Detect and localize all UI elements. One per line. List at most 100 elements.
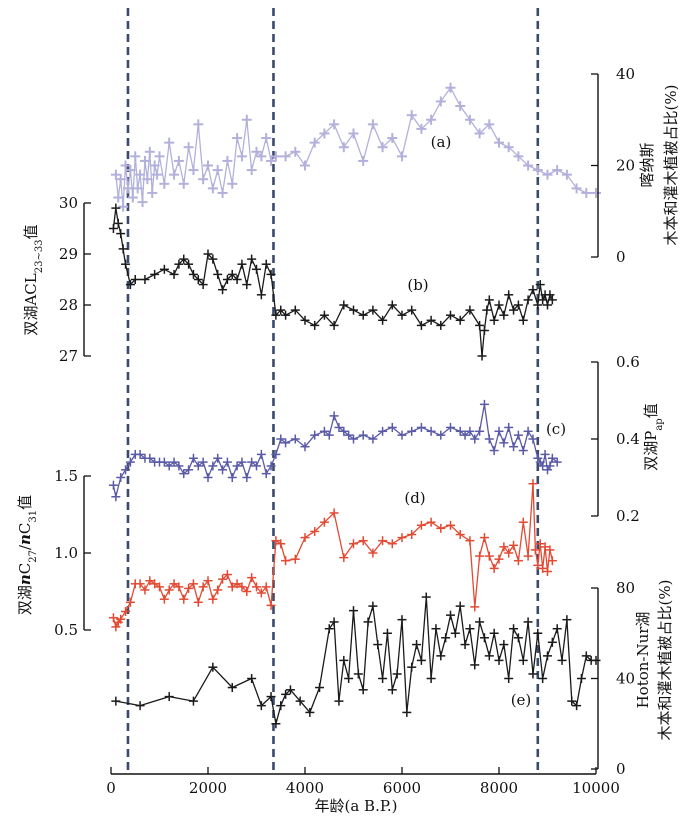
data-point (535, 539, 545, 549)
data-point (256, 588, 266, 598)
data-point (184, 583, 194, 593)
data-point (108, 613, 118, 623)
data-point (246, 165, 257, 176)
data-point (111, 622, 121, 632)
data-point (475, 320, 485, 330)
data-point (218, 285, 228, 295)
data-point (349, 305, 358, 315)
data-point (465, 426, 475, 436)
data-point (115, 174, 126, 185)
data-point (465, 536, 475, 546)
data-point (266, 692, 276, 702)
y-tick-label-b: 29 (59, 245, 78, 263)
data-point (174, 582, 184, 592)
data-point (139, 155, 150, 166)
data-point (150, 269, 160, 279)
data-point (285, 685, 295, 695)
data-point (252, 264, 261, 274)
data-point (290, 305, 300, 315)
data-point (261, 259, 271, 269)
data-point (164, 137, 175, 148)
data-point (407, 662, 417, 672)
y-axis-title-main: 双湖ACL (22, 273, 40, 335)
data-point (484, 551, 494, 561)
series-line-a (115, 87, 596, 208)
data-point (509, 540, 519, 550)
y-tick-label-c: 0.2 (616, 507, 640, 525)
data-point (113, 192, 124, 203)
series-c (108, 399, 562, 502)
y-axis-e: 0 40 80 (591, 579, 635, 778)
data-point (266, 461, 276, 471)
data-point (373, 640, 383, 650)
data-point (169, 269, 179, 279)
data-point (484, 651, 494, 661)
data-point (218, 574, 228, 584)
data-point (118, 244, 128, 254)
data-point (271, 536, 281, 546)
data-point (547, 556, 557, 566)
data-point (509, 442, 519, 452)
data-point (378, 536, 388, 546)
data-point (174, 259, 184, 269)
chart-series: (a) (b) (c) (d) (e) (108, 82, 601, 729)
data-point (236, 151, 247, 162)
data-point (142, 174, 153, 185)
data-point (426, 674, 436, 683)
data-point (455, 601, 465, 611)
data-point (237, 259, 247, 269)
data-point (358, 685, 368, 695)
data-point (184, 465, 194, 475)
data-point (523, 426, 533, 436)
data-point (116, 229, 126, 239)
data-point (247, 254, 257, 264)
data-point (499, 542, 509, 552)
y-axis-title-line: 木本和灌木植被占比(%) (656, 580, 674, 741)
panel-label-e: (e) (511, 691, 532, 709)
x-tick-label: 8000 (480, 779, 518, 797)
data-point (475, 426, 485, 436)
data-point (513, 633, 523, 643)
data-point (213, 269, 223, 279)
data-point (572, 701, 582, 711)
data-point (416, 123, 427, 134)
data-point (188, 165, 199, 176)
data-point (407, 305, 417, 315)
x-tick-label: 6000 (383, 779, 421, 797)
data-point (533, 300, 543, 310)
y-tick-label-e: 80 (616, 579, 635, 597)
data-point (198, 174, 209, 185)
series-a (110, 82, 601, 212)
data-point (164, 585, 174, 595)
series-b (108, 203, 557, 361)
y-axis-title-part: C (16, 523, 34, 534)
data-point (368, 434, 378, 444)
y-tick-label-b: 28 (59, 296, 78, 314)
data-point (203, 249, 213, 259)
data-point (281, 689, 291, 699)
data-point (247, 674, 257, 683)
data-point (213, 453, 223, 463)
data-point (509, 624, 519, 634)
data-point (479, 533, 489, 543)
data-point (310, 320, 320, 330)
data-point (193, 275, 203, 284)
y-axis-title-main: 双湖P (642, 431, 660, 471)
data-point (276, 305, 286, 315)
y-tick-label-b: 27 (59, 347, 78, 365)
panel-label-b: (b) (407, 276, 428, 294)
data-point (479, 399, 489, 409)
data-point (378, 674, 388, 683)
data-point (358, 155, 369, 166)
data-point (484, 295, 494, 305)
data-point (494, 554, 504, 564)
data-point (319, 426, 329, 436)
data-point (149, 160, 160, 171)
data-point (132, 183, 143, 194)
x-axis-label: 年龄(a B.P.) (314, 797, 397, 815)
y-tick-label-b: 30 (59, 194, 78, 212)
data-point (227, 683, 237, 693)
data-point (538, 563, 548, 573)
data-point (436, 523, 446, 533)
